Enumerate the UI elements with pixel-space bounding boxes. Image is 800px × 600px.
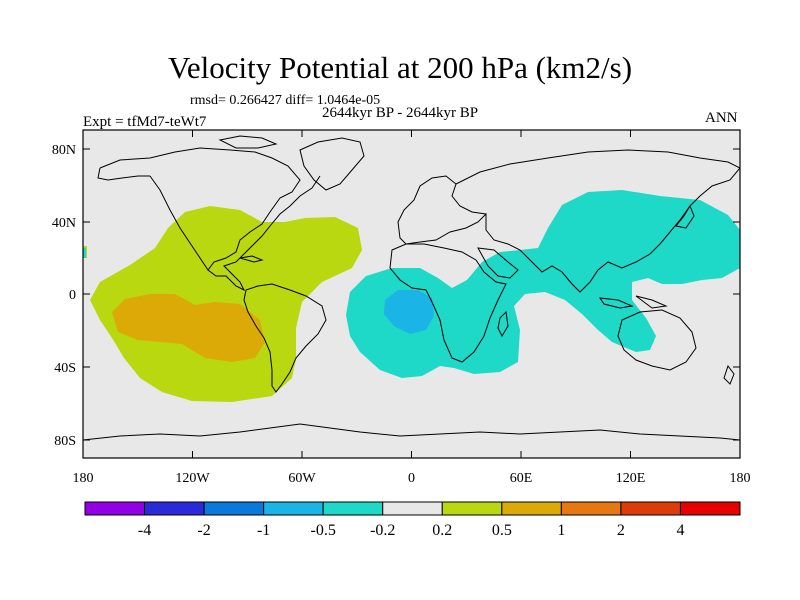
colorbar-swatch	[322, 501, 384, 516]
negative-anomaly-edge	[83, 248, 86, 258]
colorbar-label: 2	[617, 522, 625, 539]
lon-tick-120e: 120E	[616, 471, 646, 486]
lat-tick-0: 0	[69, 288, 76, 303]
colorbar-swatch	[620, 501, 681, 516]
colorbar-swatch	[501, 501, 562, 516]
rmsd-diff-stats: rmsd= 0.266427 diff= 1.0464e-05	[190, 93, 381, 108]
colorbar-label: 0.2	[432, 522, 452, 539]
negative-anomaly-region	[346, 190, 740, 378]
strong-positive-anomaly-region	[112, 294, 265, 362]
lat-tick-80s: 80S	[54, 434, 76, 449]
colorbar-label: -4	[138, 522, 151, 539]
colorbar-swatch	[263, 501, 324, 516]
colorbar-label: -0.2	[370, 522, 395, 539]
lat-tick-80n: 80N	[52, 143, 76, 158]
map-title: Velocity Potential at 200 hPa (km2/s)	[167, 50, 633, 85]
strong-negative-anomaly-region	[384, 290, 434, 334]
colorbar-swatch	[84, 501, 146, 516]
colorbar-labels: -4 -2 -1 -0.5 -0.2 0.2 0.5 1 2 4	[138, 522, 685, 539]
season-label: ANN	[705, 110, 738, 126]
experiment-label: Expt = tfMd7-teWt7	[83, 114, 207, 130]
contour-fills	[83, 135, 740, 441]
colorbar-swatch	[679, 501, 741, 516]
lon-tick-180w: 180	[73, 471, 94, 486]
colorbar-label: -1	[257, 522, 270, 539]
lon-axis	[82, 130, 741, 458]
lon-tick-60e: 60E	[510, 471, 533, 486]
lon-tick-120w: 120W	[175, 471, 210, 486]
lon-tick-60w: 60W	[288, 471, 316, 486]
coastlines	[83, 135, 740, 441]
colorbar	[84, 501, 741, 516]
colorbar-swatch	[441, 501, 503, 516]
lat-tick-40n: 40N	[52, 216, 76, 231]
lat-axis	[83, 148, 740, 441]
lat-tick-40s: 40S	[54, 361, 76, 376]
colorbar-label: -2	[197, 522, 210, 539]
colorbar-swatch	[203, 501, 265, 516]
lon-tick-0: 0	[408, 471, 415, 486]
lon-tick-180e: 180	[730, 471, 751, 486]
colorbar-label: -0.5	[311, 522, 336, 539]
colorbar-label: 0.5	[492, 522, 512, 539]
colorbar-label: 1	[557, 522, 565, 539]
colorbar-swatch	[560, 501, 622, 516]
colorbar-swatch	[144, 501, 205, 516]
time-period: 2644kyr BP - 2644kyr BP	[322, 105, 479, 121]
colorbar-label: 4	[676, 522, 684, 539]
colorbar-swatch	[382, 501, 443, 516]
